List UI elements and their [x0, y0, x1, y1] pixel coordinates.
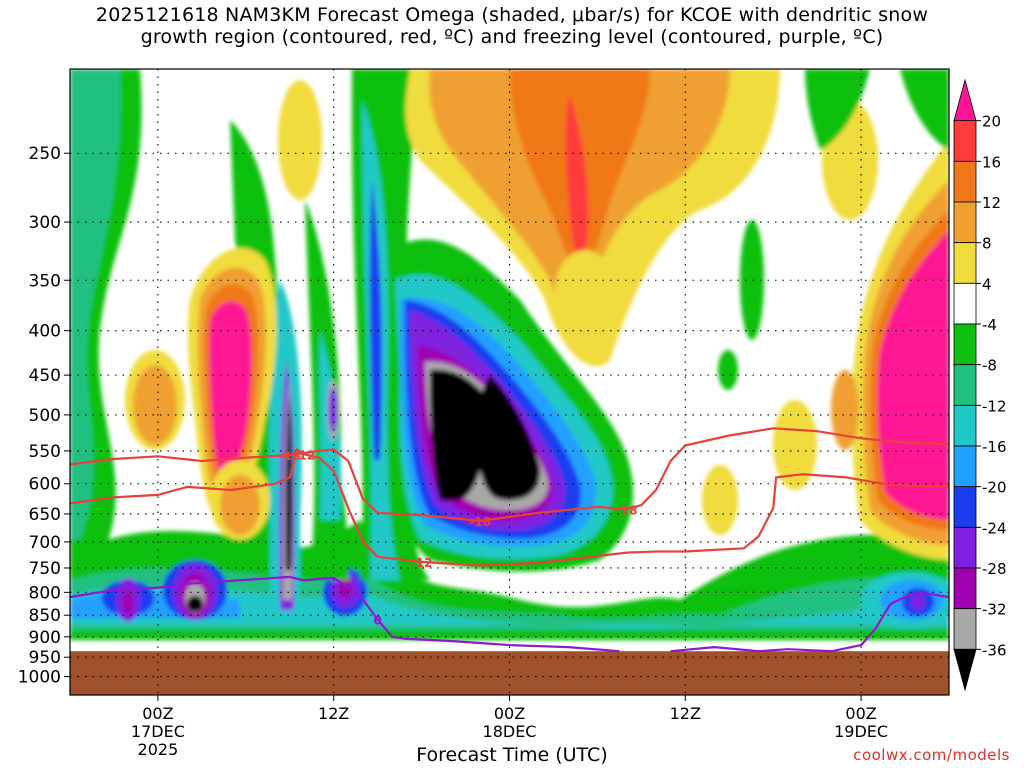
omega-ascent-core: [430, 369, 540, 501]
y-tick-label-300: 300: [29, 213, 61, 233]
colorbar-label-13: -36: [982, 641, 1007, 659]
colorbar-label-10: -24: [982, 519, 1007, 537]
contour-lines: -18-18-18-12-120: [69, 427, 950, 653]
contour-label-2-12: 0: [373, 614, 381, 628]
colorbar-label-8: -16: [982, 438, 1007, 456]
colorbar: 20 16 12 8 4 -4 -8 -12 -16 -20 -24 -28 -32 -36: [953, 78, 1007, 692]
contour-line-2: [69, 575, 620, 653]
colorbar-label-7: -12: [982, 397, 1007, 415]
colorbar-swatch-13: [953, 608, 977, 650]
y-tick-label-850: 850: [29, 606, 61, 626]
y-tick-label-550: 550: [29, 442, 61, 462]
contour-label-0-15: -18: [616, 503, 638, 517]
y-tick-label-600: 600: [29, 475, 61, 495]
y-tick-label-650: 650: [29, 505, 61, 525]
colorbar-label-11: -28: [982, 560, 1007, 578]
colorbar-label-3: 8: [982, 235, 992, 253]
x-tick-label-3: 12Z: [670, 704, 701, 723]
contour-label-1-8: -12: [294, 448, 316, 462]
colorbar-swatch-5: [953, 282, 977, 325]
y-axis: 2503003504004505005506006507007508008509…: [18, 144, 70, 688]
colorbar-label-4: 4: [982, 275, 992, 293]
chart-title-line1: 2025121618 NAM3KM Forecast Omega (shaded…: [95, 4, 929, 26]
x-tick-date-2: 18DEC: [483, 722, 537, 741]
colorbar-swatch-12: [953, 567, 977, 610]
terrain-ground: [70, 651, 949, 695]
colorbar-label-12: -32: [982, 601, 1007, 619]
contour-line-0: [69, 427, 950, 522]
y-tick-label-250: 250: [29, 144, 61, 164]
y-tick-label-900: 900: [29, 628, 61, 648]
colorbar-label-2: 12: [982, 194, 1001, 212]
colorbar-label-1: 16: [982, 153, 1001, 171]
x-tick-label-2: 00Z: [494, 704, 525, 723]
colorbar-swatch-10: [953, 486, 977, 528]
colorbar-swatch-11: [953, 526, 977, 569]
x-tick-label-0: 00Z: [142, 704, 173, 723]
colorbar-swatch-6: [953, 323, 977, 366]
y-tick-label-450: 450: [29, 366, 61, 386]
colorbar-swatch-7: [953, 364, 977, 406]
colorbar-label-0: 20: [982, 113, 1001, 131]
contour-line-3: [670, 591, 950, 653]
colorbar-label-6: -8: [982, 357, 997, 375]
colorbar-label-9: -20: [982, 479, 1007, 497]
contour-line-1: [69, 448, 950, 567]
colorbar-swatch-9: [953, 445, 977, 488]
y-tick-label-800: 800: [29, 583, 61, 603]
colorbar-swatch-8: [953, 404, 977, 447]
y-tick-label-750: 750: [29, 559, 61, 579]
x-tick-label-1: 12Z: [318, 704, 349, 723]
contour-label-0-12: -18: [469, 515, 491, 529]
x-tick-date-4: 19DEC: [834, 722, 888, 741]
colorbar-label-5: -4: [982, 316, 997, 334]
colorbar-swatch-3: [953, 201, 977, 244]
y-tick-label-950: 950: [29, 648, 61, 668]
colorbar-swatch-14: [953, 648, 977, 692]
omega-max-column: [285, 395, 293, 570]
y-tick-label-1000: 1000: [18, 668, 61, 688]
x-tick-date-0: 17DEC: [131, 722, 185, 741]
x-tick-label-4: 00Z: [845, 704, 876, 723]
colorbar-swatch-0: [953, 78, 977, 122]
x-axis-title: Forecast Time (UTC): [416, 744, 608, 766]
credit-link[interactable]: coolwx.com/models: [853, 746, 1010, 764]
contour-label-1-14: -12: [411, 556, 433, 570]
colorbar-swatch-4: [953, 242, 977, 284]
colorbar-swatch-2: [953, 160, 977, 203]
y-tick-label-700: 700: [29, 533, 61, 553]
omega-shading: [70, 69, 949, 695]
x-tick-year-0: 2025: [138, 740, 179, 759]
colorbar-swatch-1: [953, 120, 977, 162]
y-tick-label-400: 400: [29, 322, 61, 342]
chart-title-line2: growth region (contoured, red, ºC) and f…: [140, 26, 884, 48]
y-tick-label-350: 350: [29, 271, 61, 291]
y-tick-label-500: 500: [29, 406, 61, 426]
